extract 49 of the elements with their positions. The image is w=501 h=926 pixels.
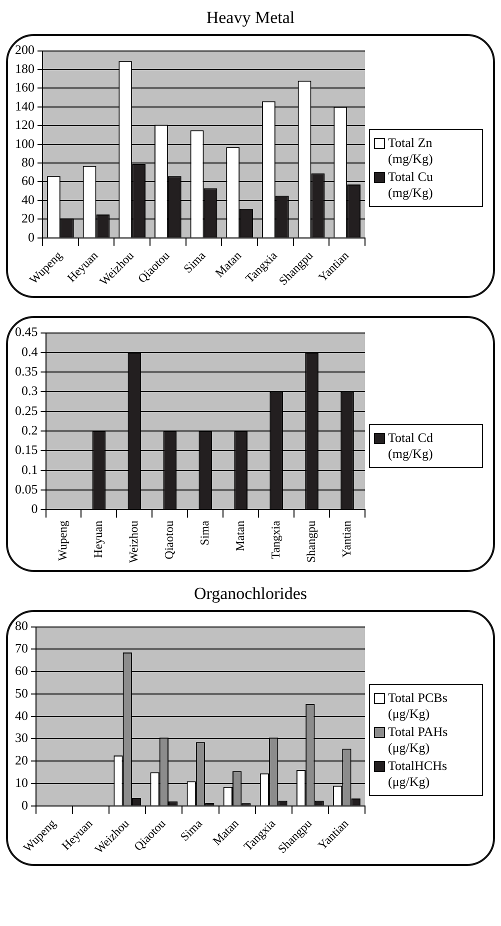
y-tick-label: 0.4 [22, 344, 38, 359]
chart-title: Organochlorides [193, 583, 308, 605]
x-tick-label: Tangxia [268, 520, 282, 560]
y-tick-label: 140 [15, 98, 34, 114]
y-tick-label: 60 [22, 173, 34, 188]
y-tick-label: 0.35 [15, 364, 38, 379]
legend-label: Total Cd (mg/Kg) [388, 430, 434, 462]
y-tick-label: 0.3 [22, 383, 38, 398]
x-tick-label: Sima [180, 248, 209, 276]
legend-label: Total Zn (mg/Kg) [388, 135, 434, 167]
y-tick-label: 30 [15, 730, 28, 746]
y-tick-label: 60 [15, 662, 28, 678]
y-tick-label: 120 [15, 117, 34, 132]
x-tick-label: Shangpu [304, 520, 318, 563]
y-tick-label: 160 [15, 80, 34, 95]
x-tick-label: Qiaotou [162, 520, 176, 560]
y-tick-label: 0 [22, 797, 28, 812]
y-tick-label: 0.15 [15, 442, 38, 458]
x-tick-label: Wupeng [56, 520, 70, 561]
y-tick-label: 10 [15, 774, 28, 790]
y-tick-label: 0.05 [15, 481, 38, 496]
y-tick-label: 70 [15, 640, 28, 656]
x-tick-label: Weizhou [126, 520, 141, 564]
x-tick-label: Matan [233, 520, 248, 552]
x-tick-label: Yantian [339, 520, 354, 558]
y-tick-label: 40 [15, 708, 28, 723]
x-tick-label: Heyuan [91, 520, 106, 558]
x-tick-label: Sima [198, 520, 212, 546]
legend-label: TotalHCHs (μg/Kg) [388, 758, 448, 790]
y-tick-label: 20 [15, 752, 28, 768]
y-tick-label: 0.45 [15, 324, 38, 340]
y-tick-label: 80 [15, 618, 28, 634]
y-tick-label: 100 [15, 136, 34, 151]
y-tick-label: 200 [15, 42, 34, 58]
chart-title: Heavy Metal [205, 7, 296, 29]
legend-label: Total Cu (mg/Kg) [388, 169, 434, 201]
y-tick-label: 0.25 [15, 402, 38, 418]
x-tick-label: Sima [178, 816, 206, 844]
y-tick-label: 0 [31, 501, 38, 516]
y-tick-label: 0 [28, 229, 34, 244]
y-tick-label: 80 [22, 154, 34, 170]
legend-label: Total PAHs (μg/Kg) [388, 724, 449, 756]
y-tick-label: 0.2 [22, 422, 38, 438]
y-tick-label: 180 [15, 60, 34, 76]
y-tick-label: 40 [22, 192, 34, 207]
y-tick-label: 0.1 [22, 462, 38, 477]
y-tick-label: 50 [15, 685, 28, 700]
y-tick-label: 20 [22, 210, 34, 226]
legend-label: Total PCBs (μg/Kg) [388, 690, 448, 722]
